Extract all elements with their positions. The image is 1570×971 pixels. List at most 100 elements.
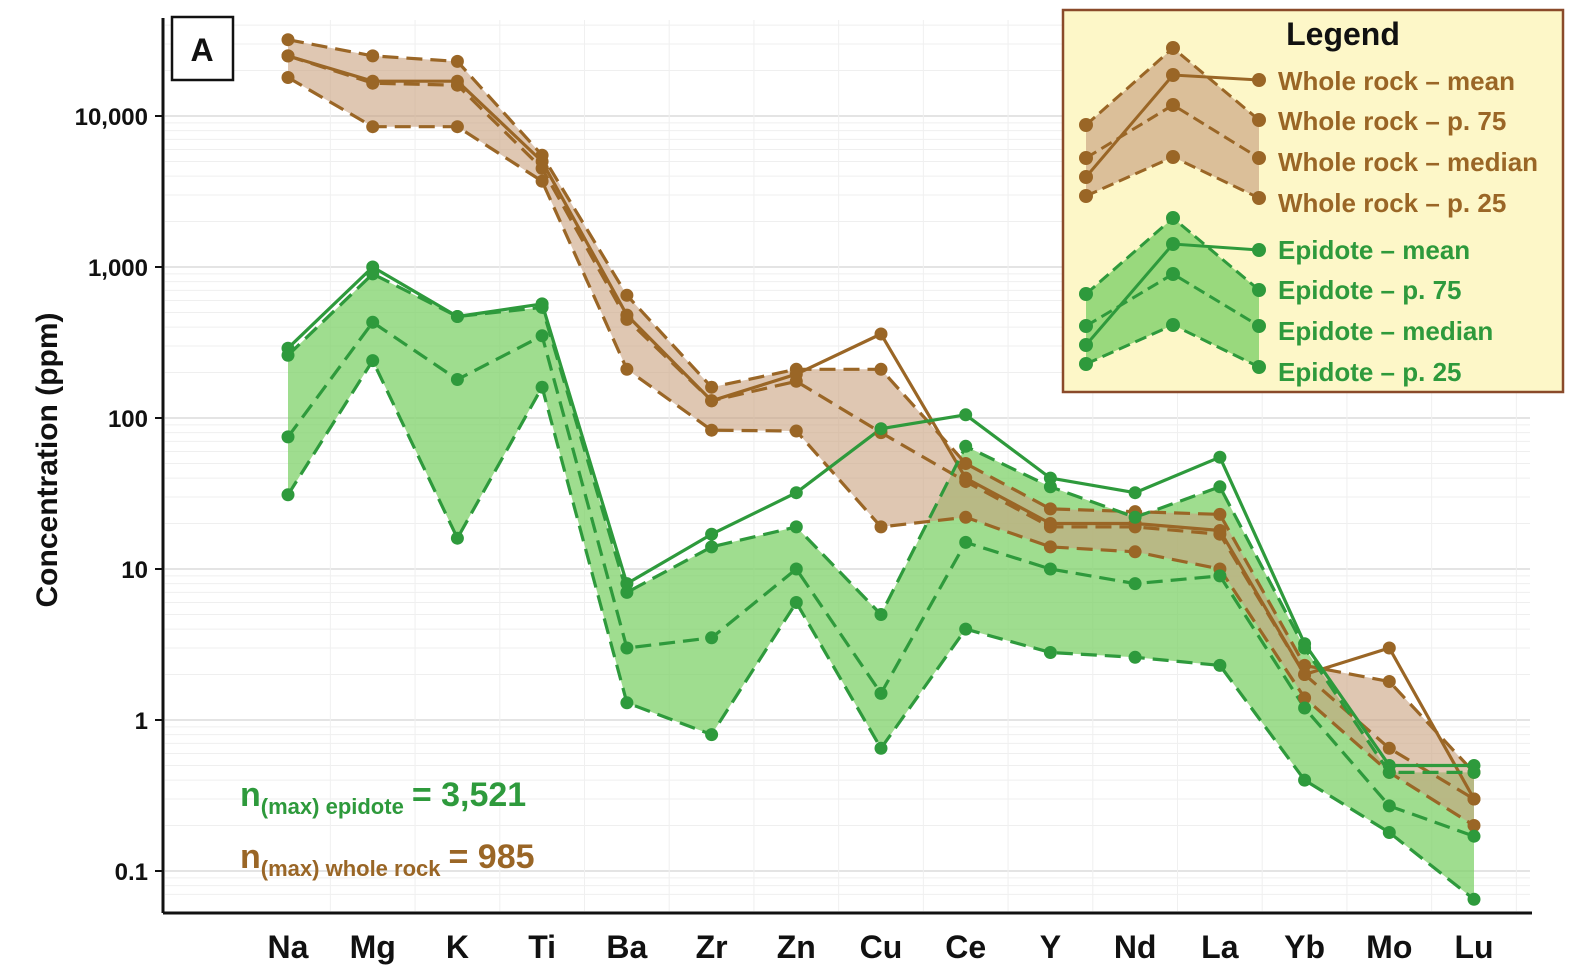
data-point-epidote-median-k [450,373,464,386]
x-tick-label-k: K [446,929,469,965]
y-axis-label: Concentration (ppm) [31,313,64,608]
annotation-whole-rock: n(max) whole rock = 985 [240,838,535,881]
y-tick-label: 0.1 [115,859,148,886]
data-point-epidote-median-ti [535,329,549,343]
legend-glyph-epidote-marker [1252,283,1266,297]
data-point-whole-rock-p-75-zr [705,380,719,394]
legend-glyph-epidote-marker [1166,211,1180,225]
legend-glyph-epidote-marker [1166,318,1180,332]
data-point-epidote-p-25-zr [705,728,719,742]
data-point-epidote-p-75-cu [874,608,888,621]
data-point-epidote-p-75-mo [1382,765,1396,779]
legend-glyph-whole-rock-marker [1252,73,1266,87]
data-point-epidote-median-la [1213,569,1227,583]
legend-glyph-whole-rock-marker [1252,113,1266,127]
data-point-whole-rock-p-25-mg [366,120,380,134]
data-point-whole-rock-p-75-yb [1298,658,1312,672]
legend-glyph-epidote-marker [1079,338,1093,352]
data-point-epidote-p-75-la [1213,480,1227,494]
data-point-epidote-mean-zr [705,527,719,541]
data-point-epidote-p-25-ba [620,696,634,710]
data-point-epidote-p-75-nd [1128,510,1142,524]
x-tick-label-mg: Mg [350,929,396,965]
annotation-epidote-main: n [240,776,261,814]
data-point-epidote-p-25-mg [366,354,380,368]
data-point-whole-rock-median-zn [789,374,803,388]
legend-glyph-whole-rock-marker [1166,41,1180,55]
data-point-whole-rock-median-mo [1382,741,1396,755]
annotation-epidote: n(max) epidote = 3,521 [240,776,526,819]
legend-glyph-whole-rock-marker [1079,189,1093,203]
data-point-epidote-median-zn [789,562,803,576]
data-point-epidote-p-75-y [1043,480,1057,494]
data-point-whole-rock-median-ba [620,312,634,326]
data-point-epidote-p-75-lu [1467,765,1481,779]
data-point-epidote-p-25-ti [535,380,549,394]
data-point-epidote-median-mo [1382,799,1396,813]
x-tick-label-nd: Nd [1114,929,1157,965]
data-point-whole-rock-p-75-na [281,33,295,47]
legend-item-whole-rock-p-25: Whole rock – p. 25 [1278,188,1506,218]
data-point-whole-rock-p-25-k [450,120,464,134]
legend-labels: Whole rock – mean Whole rock – p. 75 Whole… [1278,66,1538,387]
annotation-epidote-value: = 3,521 [412,776,526,814]
legend-glyphs [1079,41,1266,374]
data-point-whole-rock-p-75-ti [535,148,549,162]
data-point-epidote-p-25-la [1213,658,1227,672]
legend-glyph-epidote-marker [1252,243,1266,257]
data-point-whole-rock-p-25-na [281,71,295,84]
legend-glyph-whole-rock-marker [1252,191,1266,205]
annotation-whole-rock-main: n [240,838,261,876]
x-tick-label-cu: Cu [860,929,903,965]
legend-item-epidote-p-75: Epidote – p. 75 [1278,275,1462,305]
data-point-epidote-median-ba [620,641,634,655]
data-point-whole-rock-p-75-cu [874,362,888,376]
series-points [281,33,1481,906]
data-point-epidote-p-75-mg [366,267,380,281]
data-point-epidote-median-nd [1128,577,1142,591]
data-point-epidote-p-75-na [281,348,295,362]
data-point-whole-rock-p-25-lu [1467,819,1481,832]
data-point-epidote-median-zr [705,631,719,645]
data-point-whole-rock-p-25-ce [959,510,973,524]
data-point-epidote-median-lu [1467,829,1481,843]
data-point-epidote-p-25-ce [959,622,973,636]
data-point-whole-rock-p-25-yb [1298,691,1312,705]
data-point-epidote-p-25-yb [1298,773,1312,787]
legend-glyph-whole-rock-marker [1079,170,1093,184]
legend: Legend Whole rock – mean Whole rock – p. … [1061,8,1565,394]
data-point-whole-rock-p-25-cu [874,520,888,534]
x-tick-label-zr: Zr [696,929,728,965]
legend-item-whole-rock-median: Whole rock – median [1278,147,1538,177]
data-point-epidote-p-75-zr [705,540,719,554]
data-point-whole-rock-p-75-mo [1382,675,1396,688]
legend-glyph-whole-rock-marker [1079,151,1093,165]
data-point-epidote-mean-zn [789,486,803,500]
x-tick-label-na: Na [268,929,309,965]
legend-glyph-epidote-marker [1079,287,1093,301]
sample-count-annotations: n(max) epidote = 3,521 n(max) whole rock =… [240,776,535,881]
data-point-epidote-median-na [281,430,295,444]
annotation-whole-rock-value: = 985 [449,838,535,876]
legend-glyph-epidote-marker [1079,357,1093,371]
y-tick-label: 1,000 [88,255,148,282]
y-ticks: 0.1 1 10 100 1,000 10,000 [75,104,163,886]
data-point-epidote-p-25-nd [1128,650,1142,664]
x-tick-label-y: Y [1040,929,1061,965]
axes [161,18,1532,915]
legend-glyph-epidote-marker [1252,360,1266,374]
data-point-whole-rock-median-ce [959,475,973,488]
annotation-epidote-sub: (max) epidote [261,794,404,819]
legend-glyph-epidote-marker [1166,237,1180,251]
data-point-epidote-p-25-mo [1382,826,1396,839]
data-point-epidote-mean-ce [959,408,973,422]
data-point-epidote-p-75-ce [959,439,973,453]
data-point-whole-rock-p-75-y [1043,502,1057,516]
legend-item-epidote-mean: Epidote – mean [1278,235,1470,265]
data-point-epidote-mean-la [1213,450,1227,464]
x-tick-label-la: La [1201,929,1239,965]
data-point-epidote-p-25-cu [874,741,888,755]
data-point-epidote-median-yb [1298,701,1312,715]
y-tick-label: 1 [135,708,148,735]
